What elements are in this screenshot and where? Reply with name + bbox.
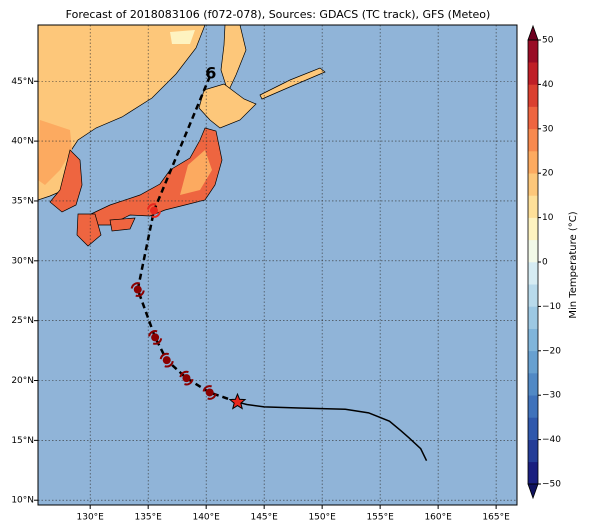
colorbar-band bbox=[528, 284, 538, 307]
y-tick-label: 15°N bbox=[11, 436, 34, 446]
colorbar-band bbox=[528, 128, 538, 152]
colorbar-band bbox=[528, 373, 538, 396]
colorbar-extend-high bbox=[527, 24, 539, 41]
colorbar-band bbox=[528, 195, 538, 218]
storm-arm bbox=[164, 360, 174, 368]
y-tick-label: 45°N bbox=[11, 77, 34, 87]
storm-marker bbox=[202, 385, 217, 400]
y-tick-label: 20°N bbox=[11, 376, 34, 386]
storm-center bbox=[182, 374, 191, 383]
x-tick-label: 130°E bbox=[77, 513, 105, 523]
storm-marker bbox=[159, 352, 174, 368]
storm-marker bbox=[146, 203, 161, 218]
y-tick-label: 35°N bbox=[11, 196, 34, 206]
end-symbol: 6 bbox=[205, 64, 216, 83]
colorbar-tick-label: 10 bbox=[542, 213, 554, 223]
storm-arm bbox=[130, 282, 141, 289]
x-tick-label: 165°E bbox=[482, 513, 510, 523]
y-tick-label: 40°N bbox=[11, 137, 34, 147]
storm-arm bbox=[184, 378, 194, 386]
current-position bbox=[228, 392, 247, 410]
x-tick-label: 145°E bbox=[250, 513, 278, 523]
storm-arm bbox=[146, 203, 157, 210]
x-tick-label: 140°E bbox=[192, 513, 220, 523]
storm-arm bbox=[151, 211, 161, 218]
colorbar-tick-label: 40 bbox=[542, 80, 554, 90]
colorbar-band bbox=[528, 262, 538, 285]
storm-center bbox=[205, 388, 214, 397]
colorbar-band bbox=[528, 461, 538, 485]
colorbar-tick-label: −50 bbox=[542, 480, 561, 490]
storm-arm bbox=[135, 290, 145, 297]
chart-title: Forecast of 2018083106 (f072-078), Sourc… bbox=[66, 8, 491, 21]
x-tick-label: 135°E bbox=[134, 513, 162, 523]
colorbar-band bbox=[528, 395, 538, 418]
colorbar-band bbox=[528, 40, 538, 63]
x-tick-label: 155°E bbox=[366, 513, 394, 523]
colorbar-band bbox=[528, 350, 538, 374]
colorbar-tick-label: −40 bbox=[542, 435, 561, 445]
colorbar-band bbox=[528, 439, 538, 463]
x-tick-label: 160°E bbox=[424, 513, 452, 523]
colorbar-band bbox=[528, 306, 538, 329]
storm-arm bbox=[148, 330, 158, 337]
storm-arm bbox=[179, 370, 189, 378]
y-tick-label: 30°N bbox=[11, 256, 34, 266]
colorbar-tick-label: 50 bbox=[542, 36, 554, 46]
storm-marker bbox=[148, 330, 163, 345]
storm-center bbox=[151, 333, 160, 342]
observed-track bbox=[237, 401, 428, 462]
colorbar-band bbox=[528, 151, 538, 174]
y-tick-label: 25°N bbox=[11, 316, 34, 326]
colorbar-band bbox=[528, 417, 538, 440]
colorbar-band bbox=[528, 217, 538, 241]
colorbar-tick-label: −20 bbox=[542, 346, 561, 356]
colorbar-tick-label: −30 bbox=[542, 391, 561, 401]
storm-arm bbox=[159, 352, 170, 360]
colorbar-tick-label: 30 bbox=[542, 124, 554, 134]
colorbar-band bbox=[528, 239, 538, 263]
storm-center bbox=[133, 285, 142, 294]
colorbar-label: Min Temperature (°C) bbox=[568, 211, 579, 318]
land bbox=[38, 25, 326, 247]
colorbar-band bbox=[528, 106, 538, 130]
colorbar-tick-label: 20 bbox=[542, 169, 554, 179]
colorbar-band bbox=[528, 84, 538, 107]
colorbar-band bbox=[528, 173, 538, 196]
storm-marker bbox=[179, 370, 194, 386]
colorbar-tick-label: 0 bbox=[542, 258, 548, 268]
storm-arm bbox=[207, 393, 217, 400]
storm-center bbox=[149, 206, 158, 215]
colorbar-extend-low bbox=[527, 483, 539, 500]
storm-arm bbox=[152, 338, 163, 345]
storm-center bbox=[162, 356, 171, 365]
map-frame bbox=[37, 24, 518, 506]
colorbar-tick-label: −10 bbox=[542, 302, 561, 312]
colorbar-band bbox=[528, 328, 538, 352]
storm-arm bbox=[202, 385, 212, 392]
x-tick-label: 150°E bbox=[308, 513, 336, 523]
colorbar-band bbox=[528, 62, 538, 85]
y-tick-label: 10°N bbox=[11, 496, 34, 506]
storm-marker bbox=[130, 282, 145, 297]
forecast-track bbox=[136, 73, 238, 404]
